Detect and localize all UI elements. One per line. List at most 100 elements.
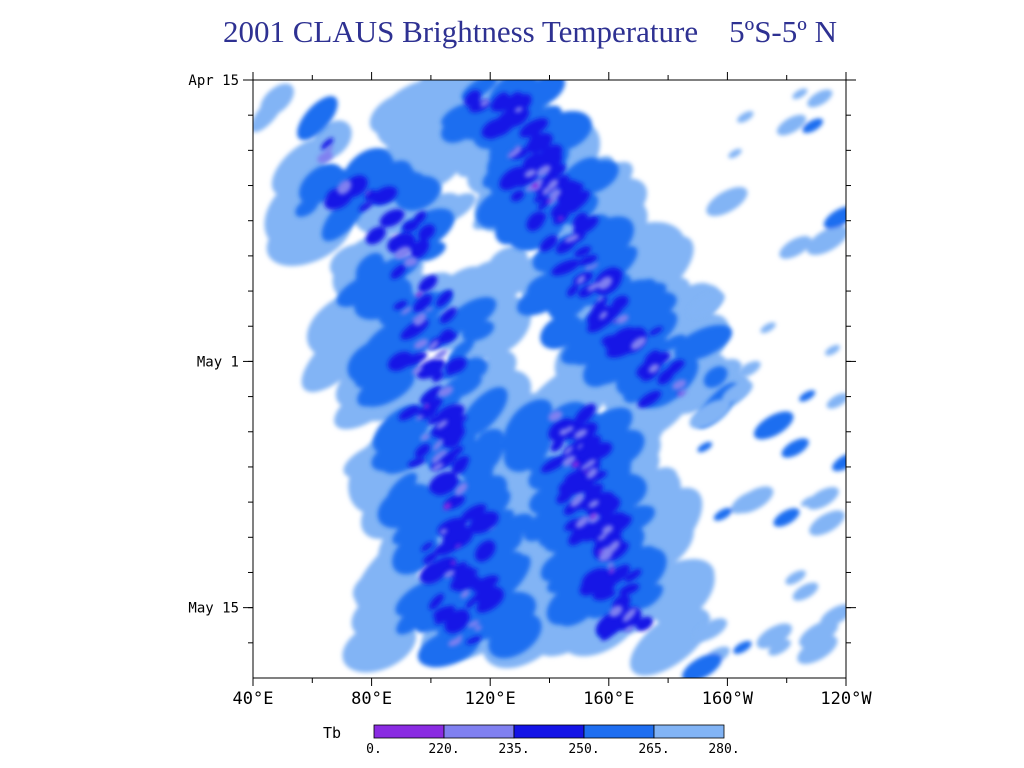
field-blob [585,265,592,271]
field-blob [325,145,334,152]
field-blob [760,322,776,334]
x-tick-label: 80°E [351,689,392,709]
field-blob [564,234,580,243]
y-tick-label: May 1 [197,354,239,370]
x-axis: 40°E 80°E 120°E 160°E 160°W 120°W [233,72,872,709]
field-blob [402,352,428,367]
field-blob [678,389,687,397]
field-blob [423,404,430,409]
colorbar-swatch [583,724,655,739]
colorbar-level-label: 220. [428,742,459,757]
field-blob [598,276,613,290]
field-blob [413,338,429,349]
colorbar-swatch [513,724,585,739]
x-tick-label: 160°W [702,689,754,709]
field-blob [541,455,567,473]
field-blob [547,179,559,190]
field-blob [407,457,426,467]
field-blob [660,334,686,352]
field-blob [390,264,406,280]
field-blob [365,226,386,245]
field-blob [806,225,846,256]
field-blob [578,254,598,266]
field-blob [413,211,427,225]
field-blob [464,568,478,577]
field-blob [415,292,423,298]
field-blob [618,583,640,596]
field-blob [524,169,537,178]
field-blob [417,628,480,668]
field-blob [557,590,600,627]
field-blob [597,296,604,302]
field-blob [424,307,433,312]
field-blob [563,446,573,455]
field-blob [321,137,334,150]
field-blob [433,476,459,496]
field-blob [519,118,549,138]
field-blob [432,439,444,451]
field-blob [394,533,424,566]
field-blob [694,618,728,642]
field-blob [358,200,374,212]
field-blob [688,291,725,318]
field-blob [807,89,833,108]
field-blob [672,379,687,390]
field-blob [451,459,467,475]
field-blob [616,314,629,324]
field-blob [446,296,497,333]
field-blob [637,390,662,408]
field-blob [415,414,424,421]
field-blob [447,338,475,363]
y-tick-label: Apr 15 [188,73,239,89]
field-blob [451,415,468,425]
field-blob [487,528,523,558]
colorbar-level-label: 265. [638,742,669,757]
field-blob [809,510,845,536]
field-blob [474,625,482,632]
field-blob [564,488,576,498]
field-blob [703,366,728,388]
field-blob [590,262,599,270]
field-blob [459,387,508,438]
field-blob [713,507,733,521]
field-blob [706,187,748,217]
field-blob [572,495,599,510]
field-blob [416,358,445,379]
field-blob [799,390,816,402]
field-blob [421,434,430,441]
field-blob [482,161,515,188]
field-blob [490,118,526,157]
field-blob [444,570,455,578]
field-blob [586,467,598,479]
field-blob [600,552,609,559]
field-blob [596,583,616,596]
field-blob [773,508,800,527]
field-blob [722,381,753,403]
field-blob [630,607,711,676]
field-blob [587,318,608,333]
field-blob [447,485,493,525]
field-blob [779,236,812,259]
field-blob [589,513,597,520]
field-blob [737,111,754,123]
field-blob [682,653,722,678]
field-blob [337,179,352,195]
field-blob [572,461,580,468]
field-blob [428,340,439,351]
field-blob [562,455,576,467]
field-blob [576,275,586,285]
field-blob [797,635,838,664]
colorbar-swatch [373,724,445,739]
field-blob [379,209,405,228]
field-blob [420,386,442,404]
field-blob [587,282,601,292]
field-blob [461,504,487,522]
field-blob [440,307,457,324]
field-blob [549,189,561,199]
field-blob [398,405,420,421]
field-blob [596,450,623,474]
field-blob [487,120,511,140]
field-blob [431,462,444,472]
field-blob [400,319,429,340]
